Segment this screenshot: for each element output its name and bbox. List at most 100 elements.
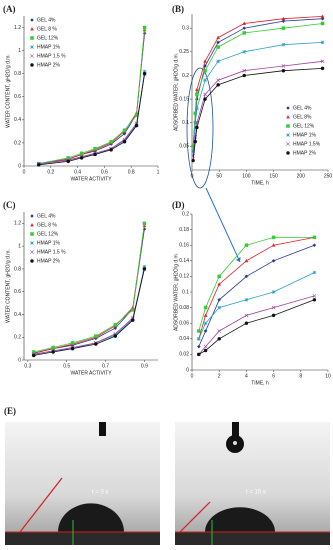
legend-marker bbox=[286, 115, 290, 119]
panel-label: (E) bbox=[4, 406, 16, 416]
data-point bbox=[216, 78, 220, 82]
data-point bbox=[320, 40, 325, 45]
legend-label: HMAP 1% bbox=[37, 240, 61, 246]
legend-label: GEL 12% bbox=[37, 35, 59, 41]
y-tick-label: 0.6 bbox=[14, 289, 21, 295]
series-line bbox=[192, 60, 323, 156]
x-tick-label: 6 bbox=[272, 373, 275, 379]
legend-marker bbox=[286, 142, 290, 146]
x-tick-label: 0.2 bbox=[47, 169, 54, 175]
y-tick-label: 0.8 bbox=[14, 71, 21, 77]
data-point bbox=[281, 16, 286, 21]
legend-marker bbox=[30, 45, 34, 49]
legend-label: HMAP 2% bbox=[37, 258, 61, 264]
data-point bbox=[242, 73, 246, 78]
x-axis-label: WATER ACTIVITY bbox=[70, 176, 112, 182]
data-point bbox=[203, 348, 208, 353]
data-point bbox=[70, 341, 75, 345]
data-point bbox=[271, 290, 276, 294]
data-point bbox=[142, 221, 147, 226]
data-point bbox=[122, 128, 127, 132]
data-point bbox=[122, 140, 127, 144]
data-point bbox=[281, 42, 286, 47]
series-line bbox=[192, 42, 323, 152]
data-point bbox=[271, 243, 276, 247]
data-point bbox=[31, 353, 36, 358]
x-tick-label: 0.5 bbox=[63, 363, 70, 369]
x-tick-label: 0.8 bbox=[128, 169, 135, 175]
x-tick-label: 0 bbox=[191, 173, 194, 179]
data-point bbox=[94, 334, 98, 338]
series-line bbox=[33, 266, 145, 355]
y-tick-label: 0.1 bbox=[182, 120, 189, 126]
y-tick-label: 0.2 bbox=[182, 211, 189, 217]
data-point bbox=[242, 26, 247, 30]
legend-label: HMAP 1.5% bbox=[293, 141, 321, 147]
data-point bbox=[203, 97, 207, 101]
data-point bbox=[312, 270, 317, 275]
y-tick-label: 0.04 bbox=[179, 336, 189, 342]
data-point bbox=[242, 21, 247, 25]
data-point bbox=[93, 146, 97, 151]
x-tick-label: 200 bbox=[297, 173, 306, 179]
y-axis-label: WATER CONTENT, gH2O/g d.m. bbox=[5, 54, 11, 128]
data-point bbox=[244, 313, 249, 318]
data-point bbox=[203, 321, 208, 326]
y-tick-label: 0.08 bbox=[179, 305, 189, 311]
data-point bbox=[79, 151, 84, 156]
data-point bbox=[281, 69, 286, 73]
y-tick-label: 0.05 bbox=[179, 144, 189, 150]
data-point bbox=[113, 326, 118, 330]
data-point bbox=[271, 235, 276, 240]
data-point bbox=[134, 123, 139, 128]
legend-label: HMAP 2% bbox=[293, 150, 317, 156]
data-point bbox=[36, 163, 41, 167]
legend-label: GEL 4% bbox=[293, 105, 312, 111]
data-point bbox=[320, 14, 325, 18]
y-tick-label: 0 bbox=[186, 367, 189, 373]
y-tick-label: 0.18 bbox=[179, 227, 189, 233]
x-tick-label: 0.9 bbox=[141, 363, 148, 369]
series-line bbox=[198, 244, 315, 347]
y-tick-label: 0.2 bbox=[14, 140, 21, 146]
y-tick-label: 0.06 bbox=[179, 321, 189, 327]
panel-label: (C) bbox=[3, 200, 16, 210]
data-point bbox=[244, 321, 249, 325]
y-tick-label: 0.1 bbox=[182, 289, 189, 295]
x-tick-label: 10 bbox=[325, 373, 331, 379]
data-point bbox=[203, 92, 207, 97]
x-tick-label: 0 bbox=[191, 373, 194, 379]
series-line bbox=[198, 295, 315, 355]
series-line bbox=[38, 73, 145, 166]
series-line bbox=[192, 18, 323, 152]
data-point bbox=[320, 16, 325, 21]
data-point bbox=[203, 78, 207, 82]
x-tick-label: 2 bbox=[218, 373, 221, 379]
y-tick-label: 0.16 bbox=[179, 243, 189, 249]
data-point bbox=[312, 243, 317, 248]
legend-marker bbox=[286, 124, 290, 128]
data-point bbox=[195, 125, 199, 130]
y-tick-label: 0.2 bbox=[182, 73, 189, 79]
legend-label: GEL 12% bbox=[37, 231, 59, 237]
data-point bbox=[203, 305, 208, 310]
series-line bbox=[192, 68, 323, 161]
data-point bbox=[244, 258, 249, 263]
data-point bbox=[191, 158, 195, 163]
data-point bbox=[217, 329, 222, 333]
series-line bbox=[198, 272, 315, 339]
panel-label: (A) bbox=[3, 4, 16, 14]
x-tick-label: 0.4 bbox=[74, 169, 81, 175]
y-tick-label: 1 bbox=[18, 243, 21, 249]
photo-caption: t = 0 s bbox=[92, 490, 109, 496]
data-point bbox=[217, 297, 222, 302]
data-point bbox=[197, 352, 201, 357]
data-point bbox=[312, 298, 317, 302]
data-point bbox=[142, 69, 147, 74]
photo-right: t = 15 s bbox=[175, 422, 330, 545]
legend-label: HMAP 1% bbox=[293, 132, 317, 138]
data-point bbox=[197, 329, 201, 333]
data-point bbox=[271, 305, 276, 310]
data-point bbox=[217, 337, 221, 341]
data-point bbox=[195, 92, 199, 97]
